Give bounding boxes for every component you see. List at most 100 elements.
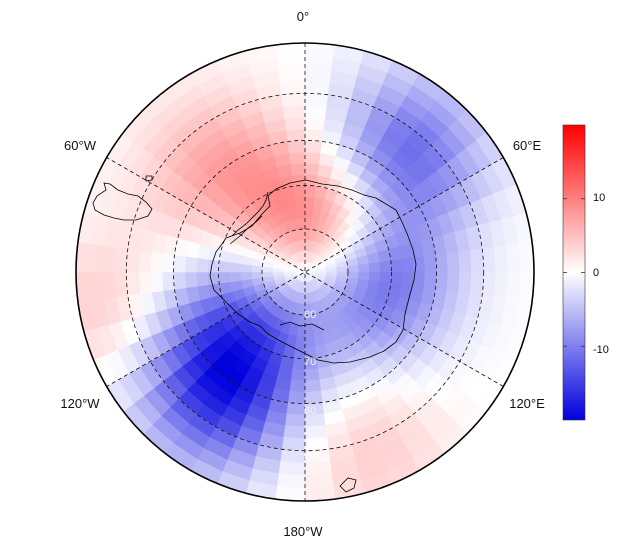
field-cell	[304, 485, 336, 501]
field-cell	[288, 151, 306, 165]
field-cell	[481, 246, 497, 273]
field-cell	[458, 249, 473, 273]
field-cell	[458, 271, 473, 295]
field-cell	[279, 448, 306, 464]
field-cell	[276, 473, 306, 489]
field-cell	[304, 335, 316, 348]
field-cell	[304, 162, 320, 176]
field-cell	[481, 271, 497, 298]
field-cell	[101, 245, 117, 273]
field-cell	[304, 151, 322, 165]
field-cell	[195, 271, 209, 287]
field-cell	[357, 263, 371, 273]
field-cell	[101, 271, 117, 299]
field-cell	[506, 243, 522, 273]
field-cell	[285, 128, 306, 142]
field-cell	[304, 436, 329, 452]
meridian-line	[106, 157, 504, 387]
colorbar-ticks	[563, 198, 585, 347]
colorbar-tick-label-neg10: -10	[593, 344, 609, 356]
lon-label-180w: 180°W	[283, 524, 323, 539]
field-cell	[173, 271, 187, 290]
field-cell	[469, 271, 485, 296]
field-cell	[284, 116, 306, 131]
field-cell	[76, 271, 92, 303]
field-cell	[137, 249, 152, 273]
field-cell	[435, 252, 449, 273]
field-cell	[506, 271, 522, 301]
field-cell	[195, 257, 209, 273]
field-cell	[304, 68, 332, 84]
field-cell	[297, 217, 306, 230]
field-cell	[304, 425, 328, 440]
field-cell	[281, 92, 306, 108]
field-cell	[379, 260, 392, 273]
coastlines	[92, 175, 417, 493]
field-cell	[282, 104, 306, 119]
field-cell	[518, 241, 534, 273]
field-cell	[125, 271, 141, 296]
field-cell	[446, 271, 461, 293]
field-cell	[390, 258, 404, 273]
lat-label-60: 60	[304, 405, 316, 417]
field-cell	[88, 243, 104, 273]
field-cell	[173, 254, 187, 273]
field-cell	[284, 413, 306, 428]
field-cell	[390, 271, 404, 286]
field-cell	[304, 379, 322, 393]
field-cell	[304, 43, 336, 59]
colorbar: 10 0 -10	[562, 124, 609, 421]
field-cell	[401, 257, 415, 273]
field-cell	[274, 43, 306, 59]
field-cell	[290, 368, 306, 382]
anomaly-field-grid	[76, 43, 534, 501]
lon-label-0: 0°	[297, 9, 309, 24]
field-cell	[304, 92, 329, 108]
latitude-circle	[261, 228, 349, 316]
field-cell	[161, 252, 175, 273]
lon-label-120e: 120°E	[509, 396, 545, 411]
field-cell	[493, 245, 509, 273]
field-cell	[279, 80, 306, 96]
field-cell	[239, 271, 253, 281]
field-cell	[278, 460, 306, 476]
field-cell	[161, 271, 175, 292]
map-boundary	[75, 42, 535, 502]
field-cell	[304, 324, 314, 338]
field-cell	[304, 390, 323, 404]
field-cell	[296, 206, 306, 220]
field-cell	[76, 241, 92, 273]
field-cell	[278, 68, 306, 84]
field-cell	[113, 271, 129, 298]
field-cell	[435, 271, 449, 292]
antarctic-peninsula-coastline	[229, 191, 269, 245]
field-cell	[304, 116, 326, 131]
field-cell	[250, 271, 263, 280]
lat-label-80: 80	[304, 309, 316, 321]
field-cell	[401, 271, 415, 287]
field-cell	[285, 402, 306, 416]
field-cell	[282, 425, 306, 440]
colorbar-tick-label-0: 0	[593, 267, 599, 279]
field-cell	[368, 261, 381, 273]
field-cell	[304, 368, 320, 382]
field-cell	[276, 55, 306, 71]
field-cell	[294, 196, 306, 209]
latitude-labels: 80 70 60 50	[304, 309, 316, 466]
field-cell	[446, 251, 461, 273]
field-cell	[379, 271, 392, 284]
field-cell	[304, 104, 328, 119]
field-cell	[229, 271, 242, 283]
field-cell	[125, 248, 141, 273]
field-cell	[288, 379, 306, 393]
field-cell	[293, 185, 306, 198]
field-cell	[274, 485, 306, 501]
field-cell	[518, 271, 534, 303]
ross-ice-shelf-edge	[279, 321, 325, 331]
field-cell	[287, 140, 306, 154]
field-cell	[88, 271, 104, 301]
field-cell	[304, 473, 334, 489]
colorbar-tick-label-10: 10	[593, 192, 605, 204]
field-cell	[218, 260, 231, 273]
